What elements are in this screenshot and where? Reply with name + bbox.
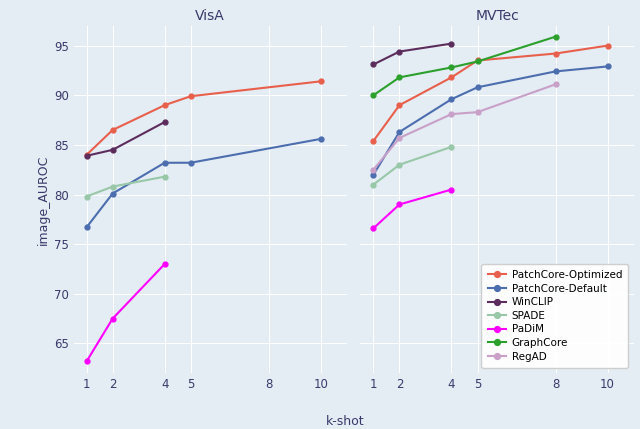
Legend: PatchCore-Optimized, PatchCore-Default, WinCLIP, SPADE, PaDiM, GraphCore, RegAD: PatchCore-Optimized, PatchCore-Default, …	[481, 264, 628, 368]
Y-axis label: image_AUROC: image_AUROC	[36, 154, 50, 245]
Title: MVTec: MVTec	[475, 9, 519, 23]
Title: VisA: VisA	[195, 9, 225, 23]
Text: k-shot: k-shot	[326, 415, 365, 428]
